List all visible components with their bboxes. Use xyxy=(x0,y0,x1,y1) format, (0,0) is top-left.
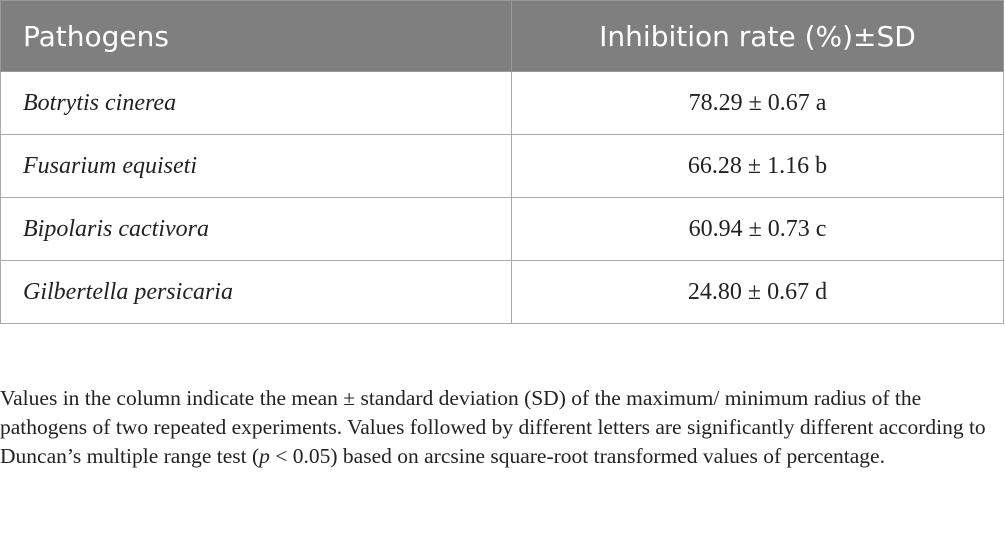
header-cell: Inhibition rate (%)±SD xyxy=(511,0,1004,72)
header-cell: Pathogens xyxy=(0,0,512,72)
header-row: Pathogens Inhibition rate (%)±SD xyxy=(0,0,1004,72)
data-table: Pathogens Inhibition rate (%)±SD Botryti… xyxy=(0,0,1004,324)
table-row: Bipolaris cactivora 60.94 ± 0.73 c xyxy=(0,197,1004,261)
pathogen-cell: Fusarium equiseti xyxy=(0,134,512,198)
table-row: Botrytis cinerea 78.29 ± 0.67 a xyxy=(0,71,1004,135)
rate-cell: 66.28 ± 1.16 b xyxy=(511,134,1004,198)
rate-cell: 60.94 ± 0.73 c xyxy=(511,197,1004,261)
rate-cell: 78.29 ± 0.67 a xyxy=(511,71,1004,135)
table-body: Botrytis cinerea 78.29 ± 0.67 a Fusarium e… xyxy=(0,71,1004,324)
table-row: Gilbertella persicaria 24.80 ± 0.67 d xyxy=(0,260,1004,324)
pathogen-cell: Botrytis cinerea xyxy=(0,71,512,135)
footnote: Values in the column indicate the mean ±… xyxy=(0,384,1000,471)
pathogen-cell: Bipolaris cactivora xyxy=(0,197,512,261)
table-row: Fusarium equiseti 66.28 ± 1.16 b xyxy=(0,134,1004,198)
footnote-text: Values in the column indicate the mean ±… xyxy=(0,386,986,468)
pathogen-cell: Gilbertella persicaria xyxy=(0,260,512,324)
rate-cell: 24.80 ± 0.67 d xyxy=(511,260,1004,324)
footnote-italic: p xyxy=(259,444,270,468)
footnote-text: < 0.05) based on arcsine square-root tra… xyxy=(269,444,885,468)
